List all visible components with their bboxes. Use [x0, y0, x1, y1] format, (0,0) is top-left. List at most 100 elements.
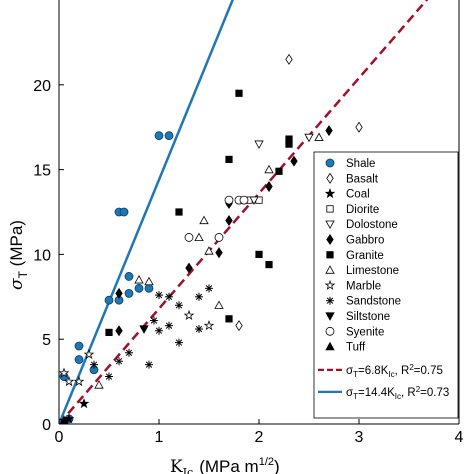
point-sandstone [205, 284, 213, 293]
point-marble [203, 320, 215, 331]
legend-item-siltstone: Siltstone [325, 311, 390, 323]
point-coal [63, 413, 75, 424]
point-coal [78, 398, 90, 409]
x-tick-label: 0 [55, 429, 64, 446]
point-sandstone [145, 360, 153, 369]
legend-label: Marble [346, 280, 381, 292]
y-tick-label: 20 [33, 78, 51, 95]
point-granite [285, 135, 293, 143]
legend-label: Basalt [346, 173, 379, 185]
point-sandstone [165, 292, 173, 301]
point-dolostone [304, 133, 314, 143]
point-syenite [239, 195, 249, 205]
point-limestone [264, 164, 274, 174]
legend-item-diorite: Diorite [326, 204, 379, 216]
point-gabbro [325, 125, 333, 137]
point-granite [105, 328, 113, 337]
legend-item-limestone: Limestone [325, 265, 399, 277]
fit-lines [59, 0, 429, 424]
point-dolostone [254, 140, 264, 149]
legend-item-shale: Shale [325, 158, 375, 170]
point-shale [74, 341, 84, 351]
legend-marker [324, 279, 336, 290]
y-tick-label: 0 [42, 417, 51, 434]
legend-box [313, 151, 459, 419]
point-shale [124, 289, 134, 298]
point-shale [154, 131, 164, 141]
point-limestone [214, 300, 224, 309]
legend-label: Granite [346, 250, 384, 262]
y-axis-label: σT (MPa) [7, 220, 30, 290]
legend-item-marble: Marble [324, 279, 381, 292]
legend-label: Diorite [346, 204, 379, 216]
x-tick-label: 2 [255, 429, 264, 446]
point-sandstone [195, 325, 203, 334]
fit-line-1 [59, 0, 429, 424]
legend-marker [325, 158, 335, 168]
y-tick-label: 15 [33, 163, 51, 180]
legend-label: Siltstone [346, 311, 390, 323]
point-gabbro [115, 287, 123, 299]
point-sandstone [165, 321, 173, 330]
point-gabbro [185, 262, 193, 274]
point-syenite [214, 233, 224, 242]
point-sandstone [150, 316, 158, 325]
point-limestone [94, 380, 104, 389]
legend-label: σT=6.8KIc, R2=0.75 [346, 363, 443, 379]
point-marble [59, 367, 70, 378]
data-points [59, 53, 363, 424]
legend-marker [326, 205, 334, 213]
point-limestone [144, 276, 154, 286]
legend-item-dolostone: Dolostone [325, 219, 398, 231]
point-sandstone [175, 338, 183, 347]
point-gabbro [290, 155, 298, 167]
fit-line-2 [59, 0, 234, 424]
point-granite [175, 208, 183, 216]
point-basalt [235, 320, 243, 332]
legend-marker [326, 296, 334, 305]
point-granite [275, 167, 283, 175]
legend-item-basalt: Basalt [326, 172, 379, 185]
x-tick-label: 1 [155, 429, 164, 446]
legend-marker [325, 220, 335, 230]
point-sandstone [155, 291, 163, 300]
point-marble [73, 376, 85, 387]
point-sandstone [105, 372, 113, 381]
point-basalt [285, 53, 293, 65]
legend-item-fit-1: σT=6.8KIc, R2=0.75 [318, 363, 443, 379]
point-granite [255, 250, 263, 258]
point-gabbro [265, 181, 273, 193]
x-tick-label: 3 [355, 429, 364, 446]
point-syenite [224, 195, 234, 205]
point-marble [63, 376, 75, 387]
point-basalt [355, 121, 363, 133]
legend-marker [325, 341, 335, 351]
legend-marker [326, 172, 334, 184]
legend-label: Dolostone [346, 219, 398, 231]
point-granite [225, 155, 233, 164]
legend-label: Gabbro [346, 235, 384, 247]
point-marble [83, 348, 95, 359]
legend-item-granite: Granite [326, 250, 384, 262]
x-axis-label: KIc (MPa m1/2) [170, 456, 280, 474]
legend-label: Sandstone [346, 296, 401, 308]
point-sandstone [90, 360, 98, 369]
point-sandstone [195, 292, 203, 301]
legend-item-syenite: Syenite [325, 326, 384, 338]
point-sandstone [155, 326, 163, 335]
legend-label: Shale [346, 158, 375, 170]
point-marble [183, 309, 195, 320]
point-limestone [204, 246, 214, 255]
legend-item-tuff: Tuff [325, 341, 366, 354]
point-sandstone [115, 357, 123, 366]
legend-label: Limestone [346, 265, 399, 277]
legend-label: σT=14.4KIc, R2=0.73 [346, 385, 449, 401]
point-shale [124, 272, 134, 281]
point-granite [265, 260, 273, 269]
legend-item-fit-2: σT=14.4KIc, R2=0.73 [318, 385, 449, 401]
point-shale [74, 355, 84, 364]
point-syenite [184, 233, 194, 242]
point-shale [134, 283, 144, 293]
legend-label: Coal [346, 189, 370, 201]
